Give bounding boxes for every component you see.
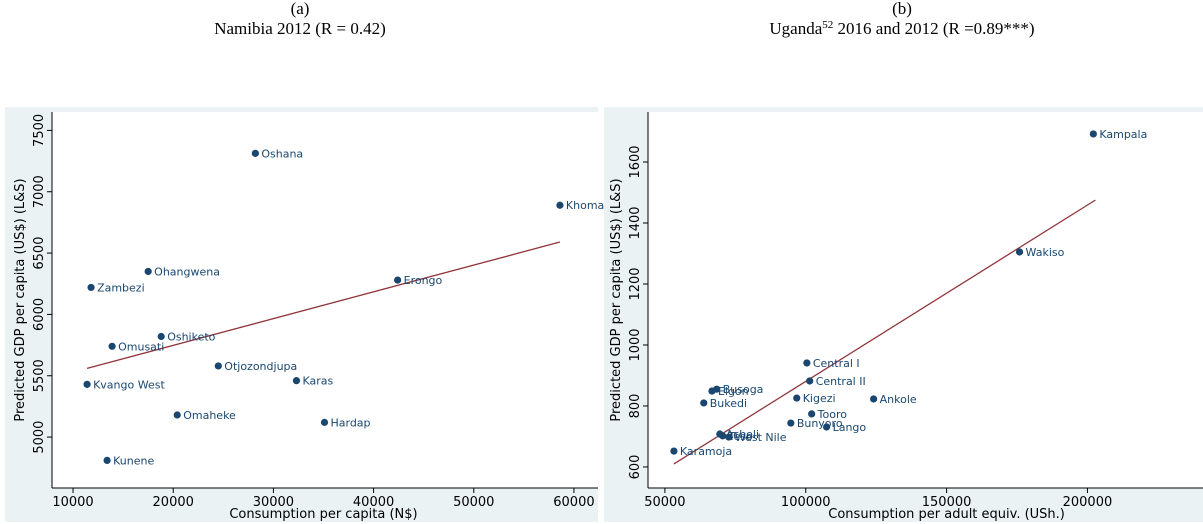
fit-line bbox=[86, 241, 561, 370]
point-label: Ohangwena bbox=[154, 265, 220, 278]
panel-label: (b) bbox=[892, 0, 912, 18]
point bbox=[793, 394, 801, 402]
point-label: Kampala bbox=[1099, 128, 1147, 141]
y-tick-label: 1400 bbox=[628, 206, 643, 239]
y-tick-label: 5500 bbox=[32, 359, 47, 392]
point bbox=[725, 433, 733, 441]
point bbox=[822, 423, 831, 431]
point-label: Bukedi bbox=[710, 397, 747, 410]
point bbox=[870, 395, 878, 403]
point-label: Hardap bbox=[330, 416, 370, 429]
x-tick-label: 20000 bbox=[153, 495, 194, 510]
y-tick-label: 800 bbox=[628, 394, 643, 419]
x-axis-label: Consumption per adult equiv. (USh.) bbox=[828, 507, 1065, 522]
point bbox=[808, 410, 816, 418]
x-tick-label: 50000 bbox=[453, 495, 494, 510]
point-label: Erongo bbox=[404, 274, 443, 287]
panel-label: (a) bbox=[291, 0, 310, 18]
point bbox=[292, 377, 301, 385]
point bbox=[103, 456, 111, 464]
point-label: Teso bbox=[728, 430, 753, 443]
point bbox=[144, 267, 152, 276]
title-part: Uganda bbox=[769, 19, 822, 38]
point bbox=[556, 201, 564, 209]
y-tick-label: 600 bbox=[628, 455, 643, 480]
x-tick-label: 50000 bbox=[644, 495, 685, 510]
point bbox=[719, 432, 727, 440]
y-tick-label: 7500 bbox=[32, 114, 47, 147]
point-label: Central I bbox=[813, 357, 860, 370]
panel: 600 800 1000 1200 1400 1600 50000 100000 150000 2… bbox=[604, 107, 1203, 522]
x-tick-label: 100000 bbox=[781, 495, 831, 510]
x-tick-label: 40000 bbox=[353, 495, 394, 510]
point-label: Khomas bbox=[566, 199, 610, 212]
point-label: Acholi bbox=[726, 428, 759, 441]
x-tick-label: 200000 bbox=[1063, 495, 1113, 510]
point bbox=[251, 149, 259, 157]
point bbox=[173, 411, 181, 419]
fit-line bbox=[673, 199, 1096, 465]
point-label: Elgon bbox=[718, 385, 749, 398]
y-axis-label: Predicted GDP per capita (US$) (L&S) bbox=[13, 178, 28, 421]
point-label: Bunyoro bbox=[797, 417, 843, 430]
point bbox=[157, 332, 165, 341]
point-label: Omaheke bbox=[183, 409, 236, 422]
point bbox=[700, 399, 708, 407]
point bbox=[83, 380, 91, 388]
point-label: Oshiketo bbox=[167, 330, 215, 343]
plot-area bbox=[52, 112, 598, 488]
point-label: Oshana bbox=[261, 147, 303, 160]
point-label: Busoga bbox=[723, 383, 764, 396]
x-tick-label: 150000 bbox=[922, 495, 972, 510]
title-part: 2016 and 2012 (R =0.89***) bbox=[833, 19, 1034, 38]
point bbox=[787, 419, 795, 427]
y-tick-label: 1000 bbox=[628, 328, 643, 361]
point-label: Wakiso bbox=[1026, 246, 1065, 259]
x-tick-label: 30000 bbox=[253, 495, 294, 510]
point bbox=[394, 276, 402, 284]
point-label: Karamoja bbox=[680, 445, 732, 458]
point bbox=[108, 342, 116, 350]
x-axis-label: Consumption per capita (N$) bbox=[229, 507, 417, 522]
y-tick-label: 1200 bbox=[628, 267, 643, 300]
y-tick-label: 6500 bbox=[32, 237, 47, 270]
point-label: Karas bbox=[302, 375, 333, 388]
x-tick-label: 10000 bbox=[52, 495, 93, 510]
y-tick-label: 5000 bbox=[32, 421, 47, 454]
point bbox=[670, 447, 678, 455]
point-label: Ankole bbox=[880, 393, 917, 406]
y-tick-label: 6000 bbox=[32, 298, 47, 331]
point bbox=[1015, 248, 1024, 256]
y-tick-label: 1600 bbox=[628, 145, 643, 178]
point bbox=[214, 362, 222, 370]
y-axis-label: Predicted GDP per capita (US$) (L&S) bbox=[609, 178, 624, 421]
point-label: Omusati bbox=[118, 340, 164, 353]
point-label: West Nile bbox=[735, 431, 787, 444]
point bbox=[1089, 130, 1097, 138]
y-tick-label: 7000 bbox=[32, 175, 47, 208]
point bbox=[320, 418, 329, 426]
point bbox=[806, 377, 814, 385]
point bbox=[87, 283, 95, 292]
point-label: Zambezi bbox=[97, 281, 145, 294]
point-label: Kunene bbox=[113, 454, 154, 467]
point-label: Central II bbox=[816, 375, 866, 388]
panel-title: Namibia 2012 (R = 0.42) bbox=[214, 19, 386, 38]
point-label: Lango bbox=[833, 421, 867, 434]
x-tick-label: 60000 bbox=[553, 495, 594, 510]
point-label: Kigezi bbox=[803, 392, 836, 405]
point bbox=[803, 359, 811, 367]
panel-title: Uganda52 2016 and 2012 (R =0.89***) bbox=[769, 19, 1034, 38]
point-label: Kvango West bbox=[93, 378, 165, 391]
title-superscript: 52 bbox=[822, 19, 833, 31]
plot-area bbox=[648, 112, 1203, 488]
point-label: Otjozondjupa bbox=[224, 360, 297, 373]
point bbox=[708, 387, 716, 395]
point-label: Tooro bbox=[817, 408, 848, 421]
panel: 5000 5500 6000 6500 7000 7500 10000 20000 30000 4… bbox=[5, 107, 610, 522]
